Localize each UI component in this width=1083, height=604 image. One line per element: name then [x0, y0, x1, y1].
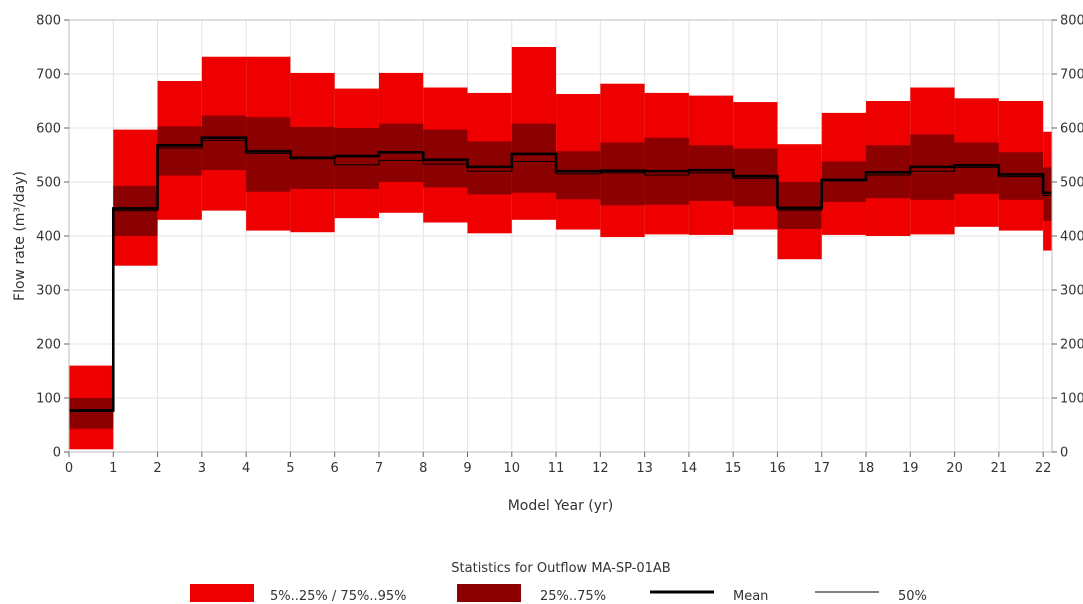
x-tick-label: 13	[636, 461, 653, 476]
legend-label: 25%..75%	[540, 589, 606, 604]
x-tick-label: 16	[769, 461, 786, 476]
legend: Statistics for Outflow MA-SP-01AB 5%..25%…	[190, 561, 927, 604]
inner-band-6	[334, 128, 379, 190]
y-tick-label-right: 600	[1060, 122, 1083, 137]
legend-label: Mean	[733, 589, 768, 604]
y-tick-label-left: 300	[36, 284, 61, 299]
x-tick-label: 10	[504, 461, 521, 476]
x-tick-label: 21	[991, 461, 1008, 476]
x-tick-label: 5	[286, 461, 294, 476]
x-tick-label: 14	[681, 461, 698, 476]
x-tick-label: 15	[725, 461, 742, 476]
inner-band-11	[556, 151, 601, 200]
inner-band-16	[777, 182, 822, 229]
y-tick-label-left: 400	[36, 230, 61, 245]
y-tick-label-left: 500	[36, 176, 61, 191]
inner-band-3	[201, 115, 247, 171]
x-tick-label: 18	[858, 461, 875, 476]
inner-band-12	[600, 142, 645, 206]
x-tick-label: 22	[1035, 461, 1052, 476]
y-tick-label-right: 500	[1060, 176, 1083, 191]
y-tick-label-left: 600	[36, 122, 61, 137]
y-tick-label-right: 400	[1060, 230, 1083, 245]
inner-band-2	[157, 126, 202, 176]
x-tick-label: 7	[375, 461, 383, 476]
inner-band-17	[821, 161, 867, 202]
inner-band-21	[998, 152, 1044, 200]
y-tick-label-left: 200	[36, 338, 61, 353]
x-tick-label: 0	[65, 461, 73, 476]
inner-band-4	[246, 117, 291, 192]
x-tick-label: 4	[242, 461, 250, 476]
y-tick-label-left: 100	[36, 392, 61, 407]
y-axis-title: Flow rate (m³/day)	[12, 171, 28, 301]
legend-swatch-outer-band	[190, 584, 254, 602]
legend-title: Statistics for Outflow MA-SP-01AB	[451, 561, 670, 576]
x-tick-label: 8	[419, 461, 427, 476]
y-tick-label-right: 100	[1060, 392, 1083, 407]
x-axis-title: Model Year (yr)	[508, 498, 614, 514]
legend-swatch-inner-band	[457, 584, 521, 602]
y-tick-label-left: 700	[36, 68, 61, 83]
y-tick-label-right: 300	[1060, 284, 1083, 299]
x-tick-label: 6	[331, 461, 339, 476]
x-tick-label: 17	[813, 461, 830, 476]
inner-band-20	[954, 142, 999, 194]
series-lines	[69, 136, 1052, 412]
inner-band-22	[1043, 167, 1052, 221]
x-tick-label: 19	[902, 461, 919, 476]
x-tick-label: 1	[109, 461, 117, 476]
y-tick-label-left: 800	[36, 14, 61, 29]
y-tick-label-right: 200	[1060, 338, 1083, 353]
x-tick-label: 12	[592, 461, 609, 476]
x-tick-label: 20	[946, 461, 963, 476]
x-tick-label: 11	[548, 461, 565, 476]
axes: 0 1 2 3 4 5 6 7 8 9 10 11 12 13 14 15 16 17 18 19 20 21 220 010…	[12, 14, 1083, 515]
y-tick-label-right: 700	[1060, 68, 1083, 83]
x-tick-label: 2	[153, 461, 161, 476]
y-tick-label-left: 0	[53, 446, 61, 461]
inner-band-15	[733, 148, 778, 207]
mean-line	[69, 136, 1052, 412]
inner-band-0	[69, 398, 114, 429]
inner-band-8	[423, 129, 468, 188]
x-tick-label: 3	[198, 461, 206, 476]
legend-label: 50%	[898, 589, 927, 604]
y-tick-label-right: 800	[1060, 14, 1083, 29]
legend-label: 5%..25% / 75%..95%	[270, 589, 406, 604]
y-tick-label-right: 0	[1060, 446, 1068, 461]
x-tick-label: 9	[463, 461, 471, 476]
inner-band-10	[511, 123, 557, 193]
